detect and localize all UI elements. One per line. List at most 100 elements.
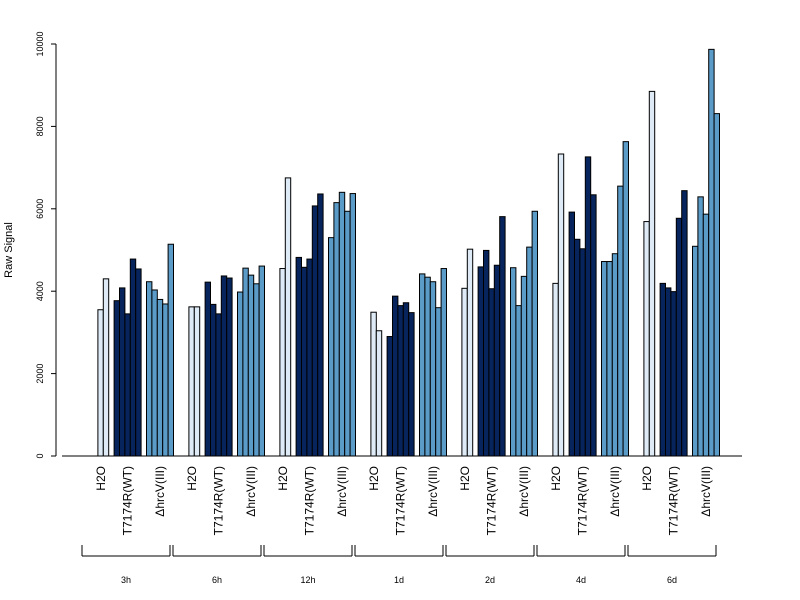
- y-tick-label: 8000: [35, 116, 45, 136]
- bar: [220, 275, 228, 457]
- group-label: 1d: [394, 575, 404, 585]
- bar: [151, 289, 158, 457]
- category-label: ΔhrcV(III): [426, 466, 440, 517]
- bar: [622, 141, 629, 457]
- bar: [295, 256, 303, 457]
- category-label: T7174R(WT): [121, 466, 135, 535]
- bar: [568, 211, 575, 457]
- category-label: H2O: [185, 466, 199, 491]
- bar: [574, 238, 581, 457]
- bar: [606, 261, 613, 457]
- bar: [344, 210, 351, 457]
- bar: [488, 288, 495, 457]
- bar: [284, 177, 292, 457]
- bar: [397, 305, 404, 457]
- y-axis-title: Raw Signal: [3, 222, 15, 278]
- category-label: T7174R(WT): [667, 466, 681, 535]
- category-labels: H2O T7174R(WT) ΔhrcV(III) H2O T7174R(WT) Δhrc…: [94, 466, 713, 535]
- bar: [617, 185, 624, 457]
- category-label: ΔhrcV(III): [517, 466, 531, 517]
- bar: [477, 266, 485, 457]
- group-label: 2d: [485, 575, 495, 585]
- category-label: H2O: [549, 466, 563, 491]
- group-label: 3h: [121, 575, 131, 585]
- bar: [301, 266, 308, 457]
- bar: [424, 276, 431, 457]
- bar: [102, 278, 110, 457]
- y-tick-label: 0: [35, 453, 45, 458]
- bar: [215, 313, 222, 457]
- bar: [253, 283, 260, 457]
- bar: [146, 281, 153, 457]
- group-label: 4d: [576, 575, 586, 585]
- bar: [129, 258, 137, 457]
- bar: [670, 291, 677, 457]
- bar: [135, 268, 142, 457]
- bar: [692, 245, 699, 457]
- category-label: ΔhrcV(III): [244, 466, 258, 517]
- bar: [648, 90, 656, 457]
- bar: [328, 237, 335, 457]
- bar: [279, 268, 286, 457]
- bar: [124, 313, 131, 457]
- group-label: 6h: [212, 575, 222, 585]
- y-tick-label: 6000: [35, 199, 45, 219]
- category-label: T7174R(WT): [485, 466, 499, 535]
- bar: [520, 275, 528, 457]
- group-label: 6d: [667, 575, 677, 585]
- bar: [204, 281, 212, 457]
- category-label: H2O: [640, 466, 654, 491]
- bar: [552, 282, 559, 457]
- bar: [317, 193, 324, 457]
- bar: [386, 336, 394, 457]
- bar: [708, 48, 715, 457]
- bar: [429, 281, 437, 457]
- bar: [515, 305, 522, 457]
- bar: [237, 291, 244, 457]
- category-label: H2O: [94, 466, 108, 491]
- category-label: ΔhrcV(III): [153, 466, 167, 517]
- bar: [242, 267, 249, 457]
- bar: [461, 287, 468, 457]
- bar: [119, 287, 126, 457]
- category-label: H2O: [458, 466, 472, 491]
- bar: [375, 330, 383, 457]
- bar: [681, 190, 688, 457]
- category-label: T7174R(WT): [576, 466, 590, 535]
- bar: [306, 258, 313, 457]
- category-label: T7174R(WT): [303, 466, 317, 535]
- category-label: ΔhrcV(III): [608, 466, 622, 517]
- category-label: T7174R(WT): [394, 466, 408, 535]
- bar: [338, 191, 346, 457]
- bar: [188, 306, 195, 457]
- bar: [466, 248, 474, 457]
- bar: [493, 264, 501, 457]
- category-label: T7174R(WT): [212, 466, 226, 535]
- bar: [392, 295, 399, 457]
- bar: [156, 298, 164, 457]
- bar: [440, 268, 448, 457]
- bar: [193, 306, 201, 457]
- bars: [97, 48, 720, 457]
- bar: [247, 274, 255, 457]
- bar: [226, 277, 233, 457]
- bar: [531, 210, 538, 457]
- bar: [408, 312, 415, 457]
- y-tick-label: 2000: [35, 364, 45, 384]
- bar: [611, 253, 619, 457]
- bar: [333, 202, 340, 457]
- bar: [435, 307, 442, 457]
- y-tick-label: 10000: [35, 31, 45, 56]
- bar: [601, 261, 608, 457]
- bar: [643, 221, 650, 457]
- bar: [483, 249, 490, 457]
- bar: [349, 193, 357, 457]
- category-label: H2O: [367, 466, 381, 491]
- bar: [697, 196, 704, 457]
- bar: [167, 243, 175, 457]
- bar: [311, 205, 319, 457]
- bar: [579, 248, 586, 457]
- bar: [419, 273, 426, 457]
- y-tick-label: 4000: [35, 281, 45, 301]
